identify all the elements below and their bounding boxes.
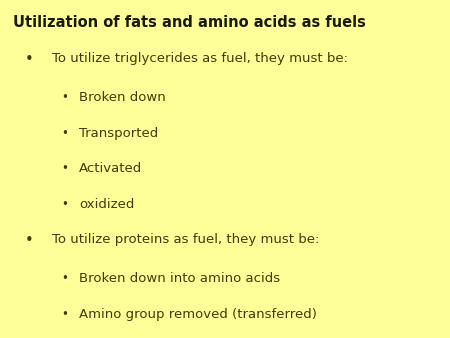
Text: •: • [61, 91, 68, 104]
Text: •: • [61, 162, 68, 175]
Text: To utilize proteins as fuel, they must be:: To utilize proteins as fuel, they must b… [52, 233, 319, 246]
Text: •: • [61, 272, 68, 285]
Text: To utilize triglycerides as fuel, they must be:: To utilize triglycerides as fuel, they m… [52, 52, 348, 65]
Text: •: • [25, 52, 33, 67]
Text: Broken down: Broken down [79, 91, 166, 104]
Text: Utilization of fats and amino acids as fuels: Utilization of fats and amino acids as f… [13, 15, 365, 30]
Text: oxidized: oxidized [79, 198, 134, 211]
Text: Transported: Transported [79, 127, 158, 140]
Text: •: • [61, 308, 68, 320]
Text: •: • [61, 127, 68, 140]
Text: Broken down into amino acids: Broken down into amino acids [79, 272, 280, 285]
Text: Activated: Activated [79, 162, 142, 175]
Text: Amino group removed (transferred): Amino group removed (transferred) [79, 308, 317, 320]
Text: •: • [25, 233, 33, 248]
Text: •: • [61, 198, 68, 211]
